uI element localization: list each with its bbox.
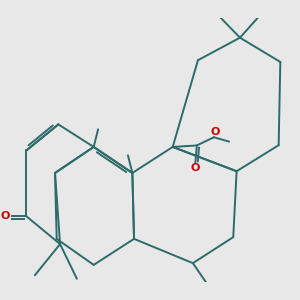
Text: O: O — [191, 164, 200, 173]
Text: O: O — [0, 211, 10, 221]
Text: O: O — [211, 127, 220, 137]
